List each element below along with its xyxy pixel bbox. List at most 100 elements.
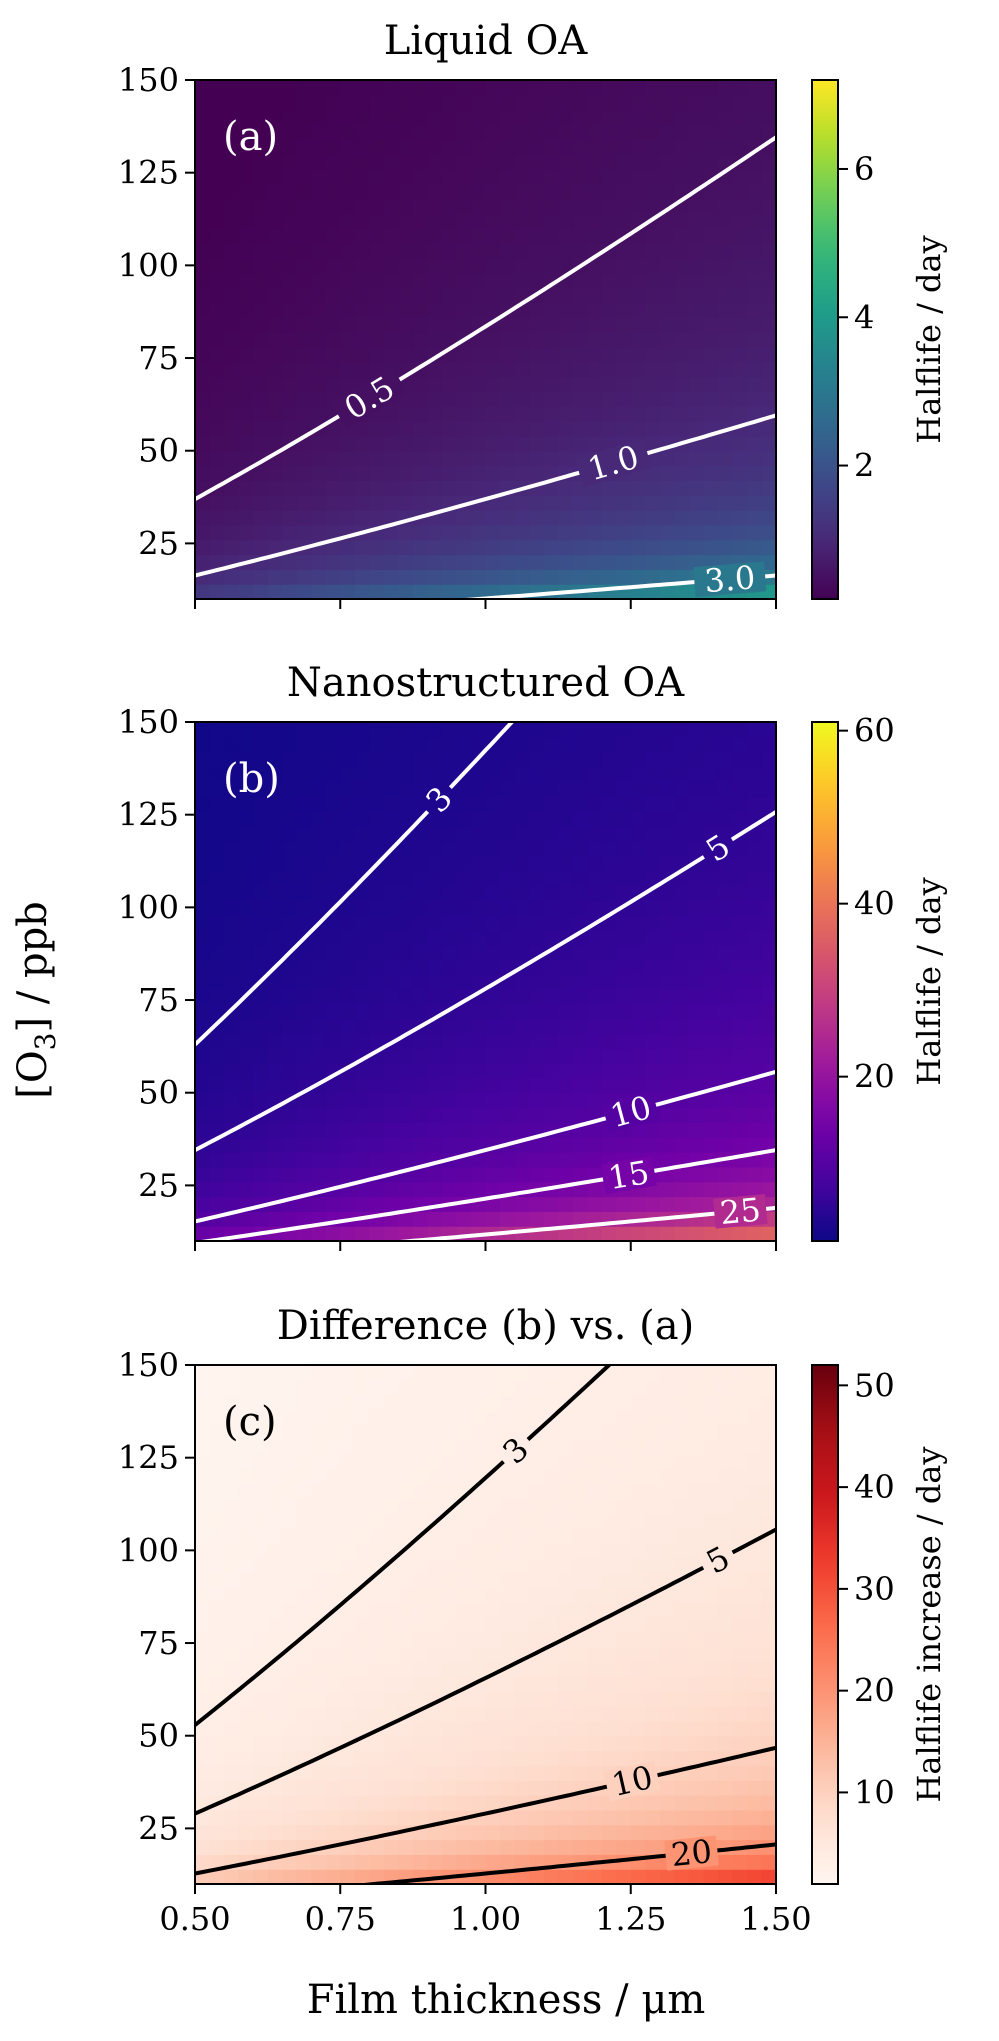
heatmap-cell [441,944,458,960]
heatmap-cell [543,1587,559,1603]
heatmap-cell [558,914,574,931]
heatmap-cell [587,1765,603,1781]
heatmap-cell [195,243,211,259]
heatmap-cell [398,1809,414,1826]
heatmap-cell [253,302,269,318]
heatmap-cell [470,1439,487,1455]
heatmap-cell [558,287,574,304]
heatmap-cell [616,974,632,990]
heatmap-cell [703,944,719,960]
heatmap-cell [253,870,269,886]
heatmap-cell [630,1226,646,1242]
heatmap-cell [340,198,356,215]
heatmap-cell [761,213,777,229]
heatmap-cell [500,465,516,481]
heatmap-cell [732,899,748,916]
heatmap-cell [340,899,356,916]
heatmap-cell [427,914,443,931]
heatmap-cell [717,1513,734,1529]
heatmap-cell [296,272,312,289]
heatmap-cell [456,302,472,318]
heatmap-cell [587,287,603,304]
heatmap-cell [717,1824,734,1841]
heatmap-cell [543,1468,559,1485]
heatmap-cell [761,376,777,392]
heatmap-cell [485,1003,501,1020]
heatmap-cell [572,1676,588,1692]
heatmap-cell [340,944,356,960]
heatmap-cell [456,1018,472,1034]
heatmap-cell [412,885,428,901]
heatmap-cell [354,1077,370,1094]
heatmap-cell [456,1409,472,1425]
heatmap-cell [529,569,545,585]
heatmap-cell [398,1003,414,1020]
heatmap-cell [427,1453,443,1470]
heatmap-cell [616,317,632,333]
heatmap-cell [732,736,748,753]
heatmap-cell [529,139,545,155]
heatmap-cell [224,1617,240,1633]
heatmap-cell [282,391,298,407]
heatmap-cell [645,1691,661,1707]
heatmap-cell [529,959,545,975]
heatmap-cell [296,1691,312,1707]
heatmap-cell [369,1003,385,1020]
heatmap-cell [645,959,661,975]
heatmap-cell [253,1617,269,1633]
x-tick-label: 1.25 [595,1900,666,1938]
heatmap-cell [253,810,269,827]
heatmap-cell [325,914,341,931]
heatmap-cell [485,1706,501,1722]
heatmap-cell [616,1513,632,1529]
heatmap-cell [238,1409,254,1425]
heatmap-cell [514,1092,530,1109]
heatmap-cell [296,1513,312,1529]
heatmap-cell [572,287,588,304]
heatmap-cell [369,840,385,857]
heatmap-cell [674,94,690,111]
heatmap-cell [558,1196,574,1212]
heatmap-cell [354,1869,370,1885]
heatmap-cell [601,810,617,827]
heatmap-cell [238,944,254,960]
heatmap-cell [427,722,443,738]
heatmap-cell [224,810,240,827]
heatmap-cell [253,1424,269,1440]
heatmap-cell [456,465,472,481]
heatmap-cell [398,1468,414,1485]
heatmap-cell [572,554,588,570]
heatmap-cell [572,1166,588,1183]
heatmap-cell [500,495,516,511]
heatmap-cell [441,584,458,600]
heatmap-cell [572,510,588,526]
heatmap-cell [412,80,428,96]
heatmap-cell [325,1424,341,1440]
heatmap-cell [354,840,370,857]
heatmap-cell [441,1854,458,1870]
shared-ylabel: [O3] / ppb [10,901,62,1099]
heatmap-cell [500,510,516,526]
heatmap-cell [543,1720,559,1737]
heatmap-cell [325,840,341,857]
heatmap-cell [500,80,516,96]
heatmap-cell [572,1107,588,1123]
heatmap-cell [659,539,675,556]
heatmap-cell [398,1439,414,1455]
heatmap-cell [369,870,385,886]
heatmap-cell [601,1196,617,1212]
heatmap-cell [354,1018,370,1034]
heatmap-cell [427,272,443,289]
heatmap-cell [238,1542,254,1559]
heatmap-cell [659,361,675,378]
heatmap-cell [645,1528,661,1544]
heatmap-cell [514,198,530,215]
heatmap-cell [659,1780,675,1796]
heatmap-cell [674,361,690,378]
heatmap-cell [688,944,704,960]
heatmap-cell [195,109,211,126]
heatmap-cell [456,870,472,886]
heatmap-cell [674,914,690,931]
heatmap-cell [354,825,370,842]
heatmap-cell [441,1107,458,1123]
